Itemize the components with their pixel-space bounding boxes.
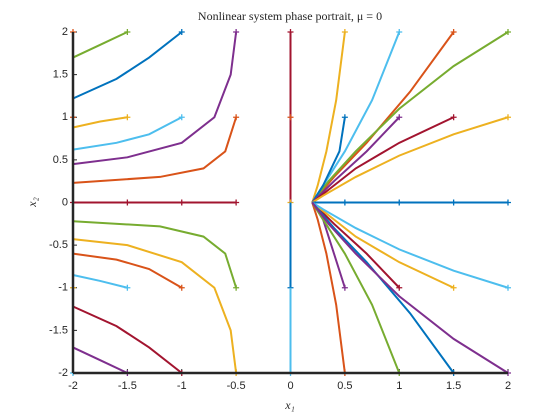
x-tick-label: -1.5 (118, 380, 137, 392)
y-tick-label: 2 (62, 26, 68, 38)
trajectory (311, 31, 455, 204)
trajectory (72, 305, 183, 374)
start-marker (341, 284, 348, 291)
start-marker (287, 114, 294, 121)
start-marker (450, 284, 457, 291)
y-tick-label: -1.5 (49, 324, 68, 336)
start-marker (124, 29, 131, 35)
start-marker (450, 114, 457, 121)
start-marker (287, 29, 294, 35)
trajectory (311, 116, 509, 204)
trajectory (72, 346, 128, 374)
start-marker (396, 284, 403, 291)
start-marker (233, 284, 240, 291)
start-marker (396, 29, 403, 35)
start-marker (505, 114, 511, 121)
start-marker (233, 114, 240, 121)
y-tick-label: -2 (58, 367, 68, 379)
start-marker (124, 114, 131, 121)
y-tick-label: 1.5 (53, 69, 68, 81)
trajectory (72, 238, 238, 374)
y-tick-label: 0.5 (53, 154, 68, 166)
start-marker (341, 114, 348, 121)
trajectory (72, 116, 128, 129)
start-marker (178, 114, 185, 121)
trajectory (311, 31, 509, 204)
x-tick-label: 2 (505, 380, 511, 392)
trajectory (72, 31, 128, 59)
y-tick-label: 1 (62, 111, 68, 123)
trajectory (72, 220, 238, 289)
x-tick-label: 0.5 (337, 380, 352, 392)
x-tick-label: 1 (396, 380, 402, 392)
trajectory (311, 201, 455, 374)
start-marker (124, 284, 131, 291)
trajectory (311, 117, 346, 204)
trajectory (311, 31, 346, 203)
start-marker (396, 114, 403, 121)
trajectory (72, 31, 183, 100)
start-marker (178, 284, 185, 291)
trajectory (72, 252, 183, 289)
trajectory (311, 201, 509, 289)
start-marker (505, 29, 511, 35)
x-tick-label: -1 (177, 380, 187, 392)
trajectory (72, 31, 238, 166)
y-tick-label: -1 (58, 282, 68, 294)
trajectory (72, 273, 128, 289)
start-marker (178, 29, 185, 35)
x-axis-label: x₁ (284, 398, 295, 412)
start-marker (505, 284, 511, 291)
y-axis-label: x₂ (25, 197, 39, 208)
y-tick-label: -0.5 (49, 239, 68, 251)
x-tick-label: 0 (287, 380, 293, 392)
start-marker (233, 199, 240, 206)
trajectory (311, 116, 400, 204)
trajectory (311, 201, 400, 289)
trajectory (311, 201, 401, 374)
trajectory (311, 201, 509, 374)
y-tick-label: 0 (62, 196, 68, 208)
trajectory (72, 116, 238, 184)
trajectory (72, 116, 183, 151)
x-tick-label: -0.5 (227, 380, 246, 392)
start-marker (450, 29, 457, 35)
start-marker (341, 29, 348, 35)
start-marker (505, 199, 511, 206)
chart-title: Nonlinear system phase portrait, μ = 0 (198, 9, 382, 23)
x-tick-label: 1.5 (446, 380, 461, 392)
x-tick-label: -2 (68, 380, 78, 392)
trajectory (311, 202, 346, 374)
start-marker (233, 29, 240, 35)
